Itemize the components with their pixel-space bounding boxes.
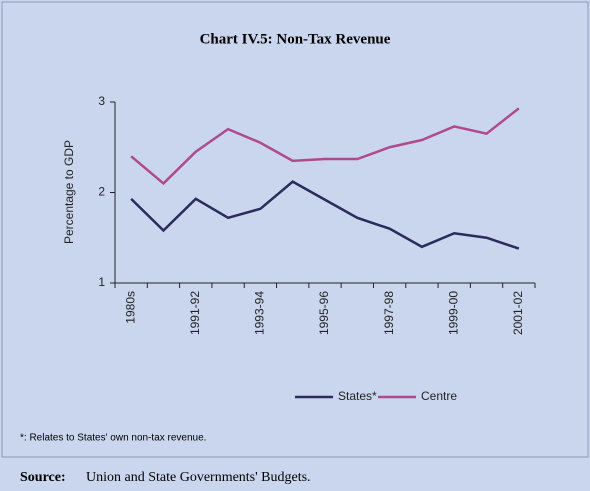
y-tick-label: 3 — [98, 94, 105, 108]
chart-title: Chart IV.5: Non-Tax Revenue — [200, 31, 391, 47]
source: Union and State Governments' Budgets. — [86, 470, 311, 485]
x-tick-label: 1993-94 — [253, 291, 267, 335]
panel-border — [1, 1, 589, 458]
x-tick-label: 2001-02 — [511, 291, 525, 335]
line — [130, 180, 520, 250]
source-label: Source: — [20, 470, 66, 485]
y-axis-label: Percentage to GDP — [62, 140, 76, 244]
x-tick-label: 1995-96 — [317, 291, 331, 335]
legend-label: Centre — [421, 389, 457, 403]
x-tick-label: 1997-98 — [382, 291, 396, 335]
y-tick-label: 2 — [98, 185, 105, 199]
legend-label: States* — [338, 389, 377, 403]
line — [130, 107, 520, 186]
x-tick-label: 1980s — [123, 291, 137, 324]
x-tick-label: 1991-92 — [188, 291, 202, 335]
footnote: *: Relates to States' own non-tax revenu… — [20, 433, 206, 444]
y-tick-label: 1 — [98, 275, 105, 289]
x-tick-label: 1999-00 — [446, 291, 460, 335]
